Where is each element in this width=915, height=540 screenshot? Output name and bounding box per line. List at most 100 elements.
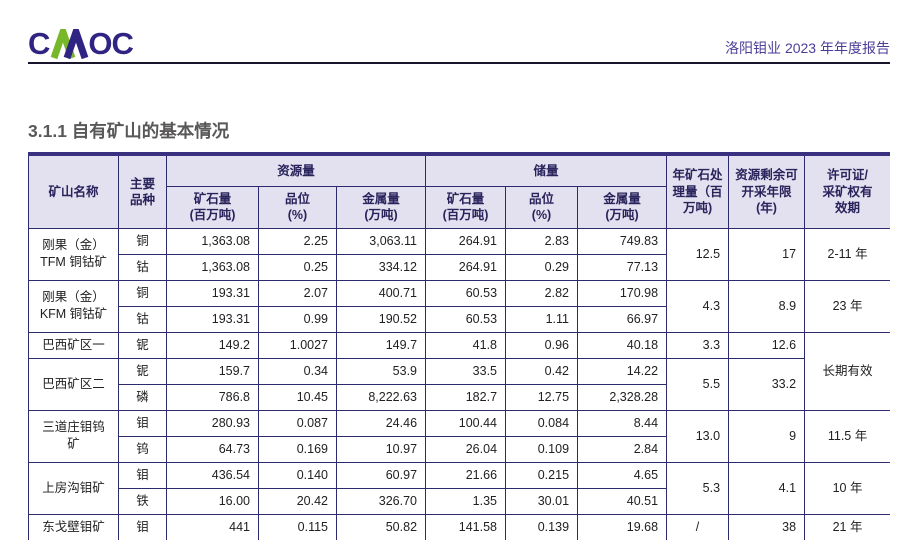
license-cell: 10 年 <box>804 461 890 515</box>
rsv-grade-cell: 1.11 <box>505 305 579 333</box>
res-metal-cell: 3,063.11 <box>335 227 427 255</box>
rsv-ore-cell: 1.35 <box>425 487 507 515</box>
rsv-metal-cell: 2,328.28 <box>577 383 668 411</box>
rsv-metal-cell: 4.65 <box>577 461 668 489</box>
rsv-ore-cell: 21.66 <box>425 461 507 489</box>
col-header-res-grade: 品位 (%) <box>258 185 337 229</box>
processing-cell: / <box>666 513 730 540</box>
rsv-metal-cell: 66.97 <box>577 305 668 333</box>
report-title: 洛阳钼业 2023 年年度报告 <box>725 40 890 56</box>
mine-name-cell: 巴西矿区二 <box>28 357 119 411</box>
res-metal-cell: 190.52 <box>335 305 427 333</box>
years-left-cell: 12.6 <box>728 331 806 359</box>
variety-cell: 铜 <box>118 279 167 307</box>
mine-name-cell: 刚果（金） KFM 铜钴矿 <box>28 279 119 333</box>
group-header-resources: 资源量 <box>165 153 427 187</box>
table-row: 东戈壁钼矿 钼 441 0.115 50.82 141.58 0.139 19.… <box>28 513 890 540</box>
res-grade-cell: 0.140 <box>258 461 337 489</box>
processing-cell: 12.5 <box>666 227 730 281</box>
mine-name-cell: 三道庄钼钨 矿 <box>28 409 119 463</box>
variety-cell: 钨 <box>118 435 167 463</box>
processing-cell: 5.5 <box>666 357 730 411</box>
col-header-license: 许可证/ 采矿权有 效期 <box>804 153 890 229</box>
res-grade-cell: 0.25 <box>258 253 337 281</box>
mine-name-cell: 刚果（金） TFM 铜钴矿 <box>28 227 119 281</box>
res-ore-cell: 441 <box>166 513 259 540</box>
rsv-grade-cell: 2.83 <box>505 227 579 255</box>
res-grade-cell: 0.169 <box>258 435 337 463</box>
res-ore-cell: 149.2 <box>166 331 259 359</box>
variety-cell: 钼 <box>118 461 167 489</box>
res-metal-cell: 50.82 <box>335 513 427 540</box>
group-header-reserves: 储量 <box>425 153 668 187</box>
table-row: 刚果（金） KFM 铜钴矿 铜 193.31 2.07 400.71 60.53… <box>28 279 890 333</box>
res-metal-cell: 326.70 <box>335 487 427 515</box>
logo-letter-c: C <box>28 26 50 61</box>
table-row: 上房沟钼矿 钼 436.54 0.140 60.97 21.66 0.215 4… <box>28 461 890 515</box>
rsv-grade-cell: 0.109 <box>505 435 579 463</box>
years-left-cell: 38 <box>728 513 806 540</box>
logo-m-icon <box>51 29 89 59</box>
res-grade-cell: 0.34 <box>258 357 337 385</box>
rsv-metal-cell: 77.13 <box>577 253 668 281</box>
rsv-ore-cell: 100.44 <box>425 409 507 437</box>
table-row: 巴西矿区一 铌 149.2 1.0027 149.7 41.8 0.96 40.… <box>28 331 890 411</box>
rsv-ore-cell: 60.53 <box>425 279 507 307</box>
variety-cell: 铜 <box>118 227 167 255</box>
col-header-mine-name: 矿山名称 <box>28 153 119 229</box>
rsv-metal-cell: 749.83 <box>577 227 668 255</box>
res-metal-cell: 60.97 <box>335 461 427 489</box>
res-ore-cell: 16.00 <box>166 487 259 515</box>
rsv-ore-cell: 41.8 <box>425 331 507 359</box>
res-ore-cell: 436.54 <box>166 461 259 489</box>
variety-cell: 钼 <box>118 409 167 437</box>
res-ore-cell: 159.7 <box>166 357 259 385</box>
variety-cell: 磷 <box>118 383 167 411</box>
rsv-grade-cell: 0.215 <box>505 461 579 489</box>
variety-cell: 铁 <box>118 487 167 515</box>
res-grade-cell: 2.25 <box>258 227 337 255</box>
mine-name-cell: 上房沟钼矿 <box>28 461 119 515</box>
res-grade-cell: 0.087 <box>258 409 337 437</box>
rsv-grade-cell: 0.42 <box>505 357 579 385</box>
res-grade-cell: 10.45 <box>258 383 337 411</box>
col-header-variety: 主要 品种 <box>118 153 167 229</box>
res-ore-cell: 1,363.08 <box>166 227 259 255</box>
res-metal-cell: 334.12 <box>335 253 427 281</box>
res-metal-cell: 400.71 <box>335 279 427 307</box>
col-header-rsv-grade: 品位 (%) <box>505 185 579 229</box>
rsv-grade-cell: 0.139 <box>505 513 579 540</box>
res-grade-cell: 2.07 <box>258 279 337 307</box>
res-grade-cell: 0.115 <box>258 513 337 540</box>
rsv-grade-cell: 0.084 <box>505 409 579 437</box>
license-cell: 21 年 <box>804 513 890 540</box>
years-left-cell: 4.1 <box>728 461 806 515</box>
processing-cell: 5.3 <box>666 461 730 515</box>
res-grade-cell: 20.42 <box>258 487 337 515</box>
header-divider <box>28 62 890 64</box>
rsv-ore-cell: 264.91 <box>425 227 507 255</box>
res-metal-cell: 53.9 <box>335 357 427 385</box>
variety-cell: 铌 <box>118 331 167 359</box>
logo-letters-oc: OC <box>88 26 133 61</box>
rsv-metal-cell: 170.98 <box>577 279 668 307</box>
table-row: 三道庄钼钨 矿 钼 280.93 0.087 24.46 100.44 0.08… <box>28 409 890 463</box>
rsv-grade-cell: 2.82 <box>505 279 579 307</box>
res-metal-cell: 24.46 <box>335 409 427 437</box>
res-ore-cell: 786.8 <box>166 383 259 411</box>
rsv-metal-cell: 40.18 <box>577 331 668 359</box>
rsv-ore-cell: 141.58 <box>425 513 507 540</box>
col-header-remaining-years: 资源剩余可 开采年限 (年) <box>728 153 806 229</box>
res-ore-cell: 193.31 <box>166 305 259 333</box>
rsv-grade-cell: 0.96 <box>505 331 579 359</box>
table-row: 刚果（金） TFM 铜钴矿 铜 1,363.08 2.25 3,063.11 2… <box>28 227 890 281</box>
years-left-cell: 33.2 <box>728 357 806 411</box>
res-ore-cell: 280.93 <box>166 409 259 437</box>
mines-table-container: 矿山名称 主要 品种 资源量 储量 年矿石处 理量（百 万吨) 资源剩余可 开采… <box>28 152 890 540</box>
processing-cell: 4.3 <box>666 279 730 333</box>
variety-cell: 钴 <box>118 253 167 281</box>
years-left-cell: 17 <box>728 227 806 281</box>
rsv-metal-cell: 40.51 <box>577 487 668 515</box>
res-grade-cell: 1.0027 <box>258 331 337 359</box>
section-title: 3.1.1 自有矿山的基本情况 <box>28 121 230 141</box>
